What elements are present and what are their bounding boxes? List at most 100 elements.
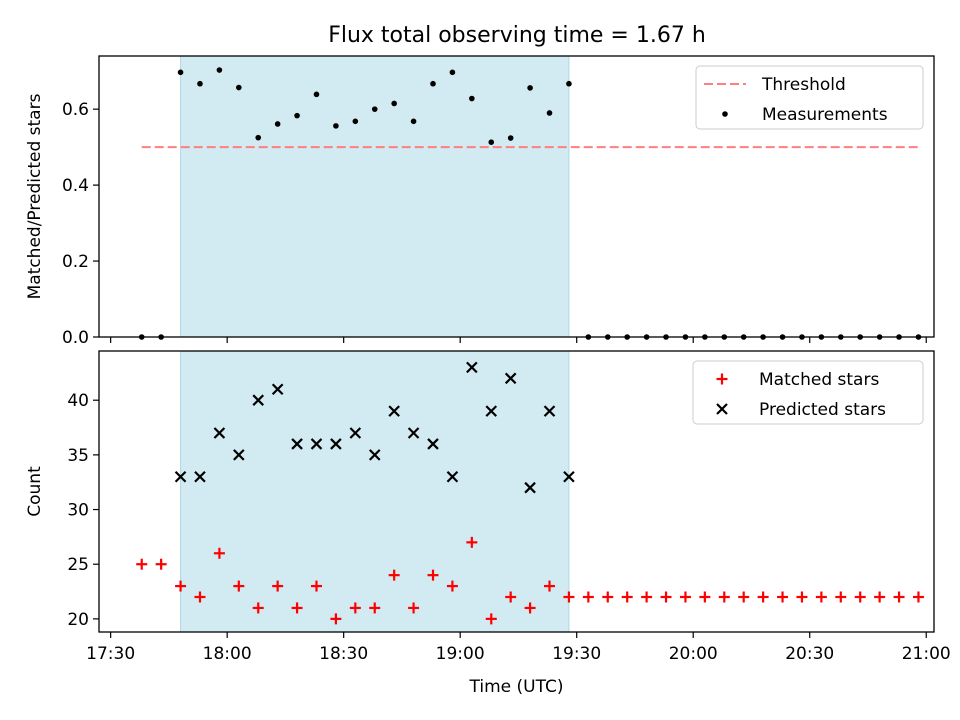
marker-stroke [213, 427, 226, 439]
y-tick-label: 30 [67, 501, 89, 521]
matched-star-point [505, 591, 517, 603]
y-tick-label: 20 [67, 610, 89, 630]
matched-star-point [252, 602, 264, 614]
x-axis-label: Time (UTC) [469, 677, 564, 697]
matched-star-point [835, 591, 847, 603]
marker-stroke [368, 449, 381, 461]
matched-star-point [272, 580, 284, 592]
legend-marker [716, 403, 728, 415]
predicted-star-point [271, 383, 284, 396]
predicted-star-point [310, 438, 323, 450]
matched-star-point [815, 591, 827, 603]
marker-stroke [388, 405, 400, 417]
matched-star-point [874, 591, 886, 603]
matched-star-point [679, 591, 691, 603]
measurement-point [333, 123, 339, 129]
x-tick-label: 18:30 [319, 644, 368, 664]
matched-star-point [757, 591, 769, 603]
marker-stroke [349, 427, 362, 439]
matched-star-point [388, 569, 400, 581]
matched-star-point [602, 591, 614, 603]
x-tick-label: 21:00 [902, 644, 951, 664]
predicted-star-point [252, 394, 265, 406]
matched-star-point [718, 591, 730, 603]
marker-stroke [466, 361, 478, 374]
measurement-point [274, 121, 281, 127]
measurement-point [566, 80, 572, 87]
matched-star-point [641, 591, 653, 603]
marker-stroke [524, 481, 536, 494]
legend-label: Matched stars [759, 370, 879, 390]
predicted-star-point [543, 405, 556, 417]
legend-label: Predicted stars [759, 400, 886, 420]
y-tick-label: 0.4 [62, 176, 89, 196]
matched-star-point [485, 613, 497, 625]
predicted-star-point [466, 361, 478, 374]
marker-stroke [543, 405, 556, 417]
matched-star-point [660, 591, 672, 603]
x-tick-label: 18:00 [203, 644, 252, 664]
bottom-panel: 20 25 30 35 40 17:30 18:00 18:30 19:00 19:30 20:00… [25, 350, 951, 697]
predicted-star-point [427, 438, 439, 450]
predicted-star-point [504, 372, 517, 385]
marker-stroke [563, 470, 575, 483]
matched-star-point [213, 547, 225, 559]
x-tick-label: 20:30 [785, 644, 834, 664]
matched-star-point [796, 591, 808, 603]
matched-star-point [738, 591, 750, 603]
measurement-point [391, 100, 397, 107]
predicted-star-point [213, 427, 226, 439]
observing-interval-shade [180, 350, 570, 633]
matched-star-point [544, 580, 556, 592]
measurement-point [352, 118, 359, 125]
marker-stroke [291, 438, 303, 450]
matched-star-point [291, 602, 303, 614]
matched-star-point [369, 602, 381, 614]
marker-stroke [330, 438, 342, 450]
matched-star-point [912, 591, 924, 603]
y-tick-label: 35 [67, 446, 89, 466]
marker-stroke [310, 438, 323, 450]
x-tick-label: 19:30 [552, 644, 601, 664]
measurement-point [255, 134, 262, 141]
matched-star-point [155, 558, 167, 570]
predicted-star-point [291, 438, 303, 450]
marker-stroke [407, 427, 420, 439]
matched-star-point [233, 580, 245, 592]
legend-label: Measurements [762, 105, 888, 125]
marker-stroke [252, 394, 265, 406]
matched-star-point [408, 602, 420, 614]
x-tick-label: 19:00 [436, 644, 485, 664]
measurement-point [469, 95, 475, 102]
marker-stroke [716, 403, 728, 415]
legend-marker [716, 373, 728, 385]
predicted-star-point [563, 470, 575, 483]
legend: Matched stars Predicted stars [692, 360, 924, 425]
matched-star-point [563, 591, 575, 603]
matched-star-point [854, 591, 866, 603]
matched-star-point [330, 613, 342, 625]
measurement-point [488, 139, 495, 145]
measurement-point [294, 112, 300, 119]
marker-stroke [271, 383, 284, 396]
legend: Threshold Measurements [695, 65, 924, 130]
predicted-star-point [330, 438, 342, 450]
predicted-star-point [407, 427, 420, 439]
predicted-star-point [349, 427, 362, 439]
y-tick-label: 25 [67, 555, 89, 575]
legend-label: Threshold [761, 75, 846, 95]
legend-marker [722, 111, 728, 117]
y-axis-label: Count [25, 466, 45, 517]
measurement-point [527, 85, 533, 91]
matched-star-point [349, 602, 361, 614]
y-tick-label: 0.2 [62, 252, 89, 272]
y-tick-label: 0.0 [62, 328, 89, 348]
matched-star-point [777, 591, 789, 603]
marker-stroke [194, 470, 206, 483]
legend-box [695, 65, 924, 130]
top-panel: 0.0 0.2 0.4 0.6 Matched/Predicted stars Thres… [25, 55, 935, 348]
measurement-point [216, 67, 223, 73]
marker-stroke [504, 372, 517, 385]
predicted-star-point [174, 470, 187, 483]
